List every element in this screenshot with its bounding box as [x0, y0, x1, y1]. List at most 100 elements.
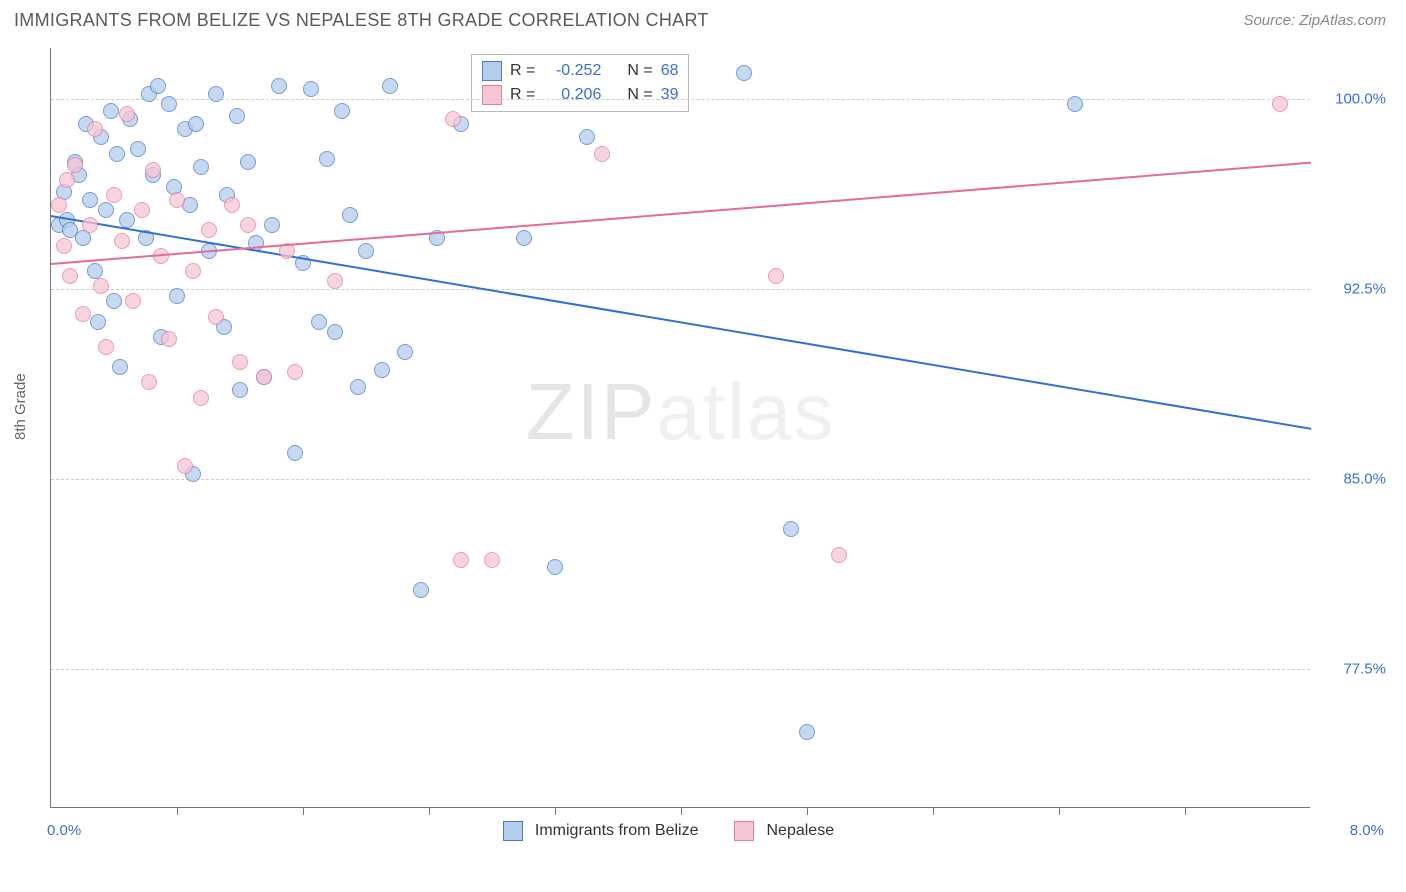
correlation-legend: R = -0.252 N = 68 R = 0.206 N = 39 — [471, 54, 689, 112]
gridline — [51, 289, 1310, 290]
data-point — [311, 314, 327, 330]
trend-line — [51, 162, 1311, 265]
data-point — [177, 458, 193, 474]
data-point — [319, 151, 335, 167]
y-tick-label: 100.0% — [1320, 90, 1386, 107]
data-point — [98, 202, 114, 218]
data-point — [169, 192, 185, 208]
data-point — [1272, 96, 1288, 112]
data-point — [98, 339, 114, 355]
data-point — [397, 344, 413, 360]
y-tick-label: 85.0% — [1320, 470, 1386, 487]
data-point — [256, 369, 272, 385]
data-point — [208, 86, 224, 102]
data-point — [169, 288, 185, 304]
data-point — [271, 78, 287, 94]
data-point — [141, 374, 157, 390]
data-point — [112, 359, 128, 375]
data-point — [350, 379, 366, 395]
data-point — [90, 314, 106, 330]
data-point — [87, 263, 103, 279]
x-tick — [933, 807, 934, 815]
data-point — [193, 159, 209, 175]
legend-n-value: 68 — [661, 59, 679, 83]
data-point — [287, 445, 303, 461]
data-point — [87, 121, 103, 137]
legend-n-label: N = — [627, 83, 652, 107]
data-point — [413, 582, 429, 598]
data-point — [185, 263, 201, 279]
data-point — [240, 154, 256, 170]
legend-series-label: Nepalese — [766, 822, 834, 839]
gridline — [51, 669, 1310, 670]
data-point — [264, 217, 280, 233]
legend-n-label: N = — [627, 59, 652, 83]
data-point — [453, 552, 469, 568]
data-point — [208, 309, 224, 325]
data-point — [342, 207, 358, 223]
data-point — [119, 106, 135, 122]
data-point — [188, 116, 204, 132]
data-point — [229, 108, 245, 124]
x-tick — [681, 807, 682, 815]
y-axis-label: 8th Grade — [12, 373, 29, 440]
data-point — [134, 202, 150, 218]
data-point — [103, 103, 119, 119]
data-point — [1067, 96, 1083, 112]
data-point — [240, 217, 256, 233]
data-point — [82, 192, 98, 208]
data-point — [768, 268, 784, 284]
legend-n-value: 39 — [661, 83, 679, 107]
data-point — [382, 78, 398, 94]
data-point — [594, 146, 610, 162]
data-point — [303, 81, 319, 97]
data-point — [327, 324, 343, 340]
data-point — [93, 278, 109, 294]
legend-swatch — [503, 821, 523, 841]
data-point — [516, 230, 532, 246]
scatter-plot-area: ZIPatlas R =-0.252N =68R =0.206N =39 Imm… — [50, 48, 1310, 808]
legend-r-value: 0.206 — [543, 83, 601, 107]
legend-row: R = -0.252 N = 68 — [482, 59, 678, 83]
x-min-label: 0.0% — [47, 822, 81, 839]
data-point — [783, 521, 799, 537]
data-point — [161, 331, 177, 347]
data-point — [150, 78, 166, 94]
data-point — [82, 217, 98, 233]
data-point — [114, 233, 130, 249]
legend-swatch — [734, 821, 754, 841]
data-point — [374, 362, 390, 378]
data-point — [201, 222, 217, 238]
data-point — [145, 162, 161, 178]
x-tick — [807, 807, 808, 815]
data-point — [161, 96, 177, 112]
legend-r-label: R = — [510, 59, 535, 83]
gridline — [51, 99, 1310, 100]
data-point — [334, 103, 350, 119]
data-point — [109, 146, 125, 162]
data-point — [193, 390, 209, 406]
data-point — [67, 157, 83, 173]
data-point — [445, 111, 461, 127]
x-max-label: 8.0% — [1318, 822, 1384, 839]
data-point — [224, 197, 240, 213]
data-point — [106, 187, 122, 203]
data-point — [125, 293, 141, 309]
series-legend: Immigrants from BelizeNepalese — [51, 821, 1310, 841]
chart-title: IMMIGRANTS FROM BELIZE VS NEPALESE 8TH G… — [14, 10, 709, 31]
data-point — [59, 172, 75, 188]
x-tick — [555, 807, 556, 815]
data-point — [799, 724, 815, 740]
source-attribution: Source: ZipAtlas.com — [1243, 12, 1386, 29]
y-tick-label: 92.5% — [1320, 280, 1386, 297]
data-point — [75, 306, 91, 322]
legend-r-value: -0.252 — [543, 59, 601, 83]
data-point — [287, 364, 303, 380]
data-point — [130, 141, 146, 157]
legend-r-label: R = — [510, 83, 535, 107]
data-point — [56, 238, 72, 254]
x-tick — [177, 807, 178, 815]
data-point — [327, 273, 343, 289]
legend-row: R = 0.206 N = 39 — [482, 83, 678, 107]
watermark: ZIPatlas — [526, 366, 835, 458]
